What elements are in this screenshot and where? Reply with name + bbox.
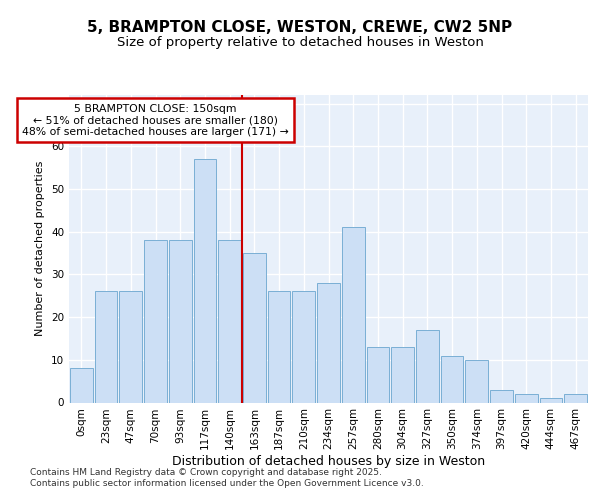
Bar [466,360,488,403]
Bar [292,292,315,403]
Bar [539,398,562,402]
Bar [391,347,414,403]
Bar [490,390,513,402]
Bar [441,356,463,403]
Bar [317,283,340,403]
Text: 5 BRAMPTON CLOSE: 150sqm
← 51% of detached houses are smaller (180)
48% of semi-: 5 BRAMPTON CLOSE: 150sqm ← 51% of detach… [22,104,289,136]
Bar [243,253,266,402]
Bar [268,292,290,403]
Bar [564,394,587,402]
Bar [367,347,389,403]
Bar [144,240,167,402]
Bar [95,292,118,403]
Bar [119,292,142,403]
Bar [342,228,365,402]
Text: 5, BRAMPTON CLOSE, WESTON, CREWE, CW2 5NP: 5, BRAMPTON CLOSE, WESTON, CREWE, CW2 5N… [88,20,512,35]
Bar [70,368,93,402]
Bar [416,330,439,402]
Text: Size of property relative to detached houses in Weston: Size of property relative to detached ho… [116,36,484,49]
Bar [169,240,191,402]
Bar [194,159,216,402]
Text: Contains HM Land Registry data © Crown copyright and database right 2025.
Contai: Contains HM Land Registry data © Crown c… [30,468,424,487]
Bar [218,240,241,402]
Y-axis label: Number of detached properties: Number of detached properties [35,161,46,336]
Bar [515,394,538,402]
X-axis label: Distribution of detached houses by size in Weston: Distribution of detached houses by size … [172,455,485,468]
